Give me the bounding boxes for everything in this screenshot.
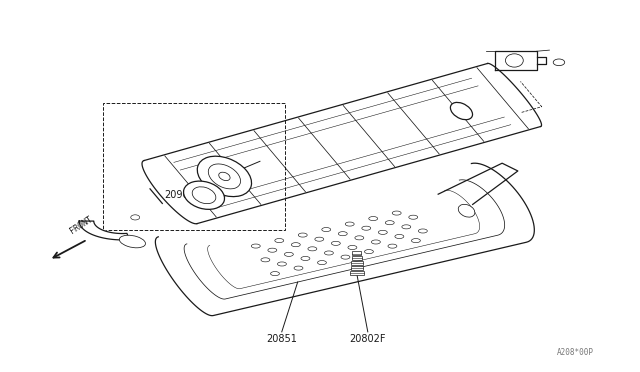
Ellipse shape xyxy=(378,230,387,234)
Ellipse shape xyxy=(278,262,286,266)
Polygon shape xyxy=(79,221,129,240)
Ellipse shape xyxy=(308,247,317,251)
Text: 20851: 20851 xyxy=(266,334,297,344)
Ellipse shape xyxy=(339,232,348,236)
Bar xyxy=(350,270,364,275)
Ellipse shape xyxy=(268,248,276,252)
Ellipse shape xyxy=(271,272,280,276)
Ellipse shape xyxy=(332,241,340,246)
Ellipse shape xyxy=(388,244,397,248)
Ellipse shape xyxy=(261,258,270,262)
Ellipse shape xyxy=(345,222,354,226)
Ellipse shape xyxy=(392,211,401,215)
Ellipse shape xyxy=(322,228,331,232)
Ellipse shape xyxy=(402,225,411,229)
Ellipse shape xyxy=(395,234,404,238)
Ellipse shape xyxy=(364,250,373,254)
Text: 20900: 20900 xyxy=(164,190,195,200)
Ellipse shape xyxy=(412,238,420,243)
Bar xyxy=(352,256,362,260)
Ellipse shape xyxy=(301,256,310,260)
Polygon shape xyxy=(495,51,537,70)
Text: A208*00P: A208*00P xyxy=(556,349,593,357)
Ellipse shape xyxy=(197,156,252,197)
Ellipse shape xyxy=(348,246,357,250)
Ellipse shape xyxy=(275,238,284,243)
Ellipse shape xyxy=(294,266,303,270)
Ellipse shape xyxy=(252,244,260,248)
Ellipse shape xyxy=(409,215,418,219)
Ellipse shape xyxy=(291,243,300,247)
Ellipse shape xyxy=(362,226,371,230)
Ellipse shape xyxy=(458,204,475,217)
Bar xyxy=(353,251,362,256)
Ellipse shape xyxy=(208,164,241,189)
Ellipse shape xyxy=(341,255,350,259)
Text: 20802F: 20802F xyxy=(349,334,386,344)
Ellipse shape xyxy=(298,233,307,237)
Ellipse shape xyxy=(315,237,324,241)
Ellipse shape xyxy=(284,252,293,256)
Ellipse shape xyxy=(451,102,472,120)
Bar xyxy=(103,103,285,230)
Ellipse shape xyxy=(120,235,145,248)
Bar xyxy=(351,261,363,265)
Bar xyxy=(351,266,364,270)
Ellipse shape xyxy=(506,54,524,67)
Ellipse shape xyxy=(317,260,326,264)
Ellipse shape xyxy=(324,251,333,255)
Ellipse shape xyxy=(184,181,225,209)
Ellipse shape xyxy=(369,217,378,221)
Ellipse shape xyxy=(419,229,428,233)
Polygon shape xyxy=(156,163,534,316)
Ellipse shape xyxy=(385,221,394,225)
Text: FRONT: FRONT xyxy=(68,215,94,236)
Ellipse shape xyxy=(355,236,364,240)
Ellipse shape xyxy=(371,240,380,244)
